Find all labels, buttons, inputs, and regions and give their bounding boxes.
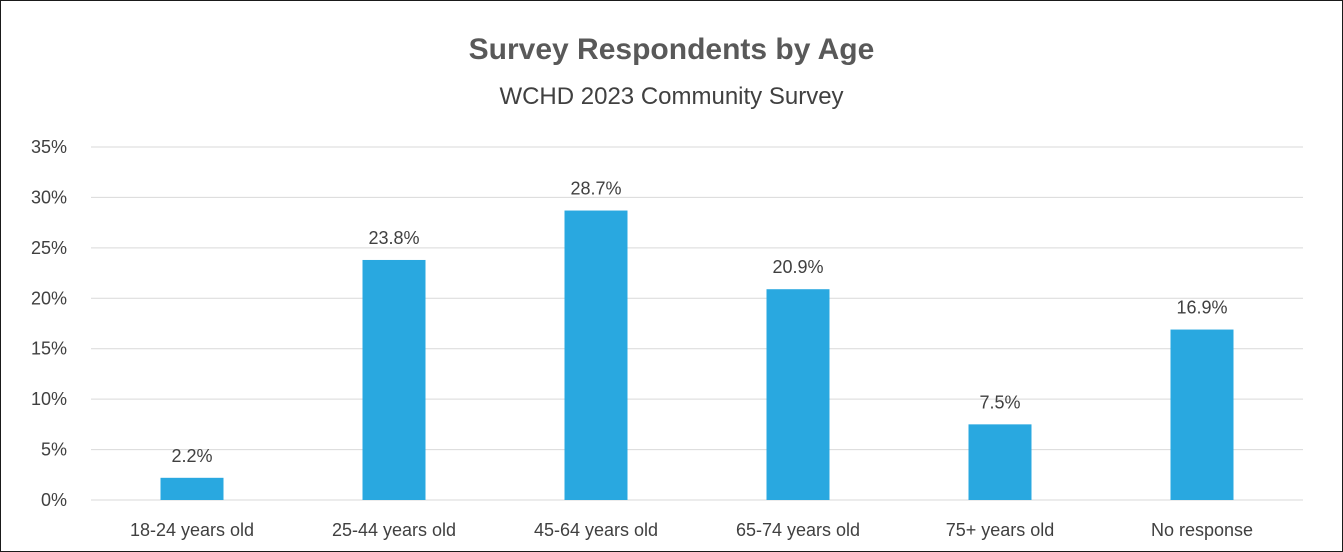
data-label: 28.7% (570, 179, 621, 199)
y-tick-label: 30% (31, 187, 67, 207)
data-label: 7.5% (979, 392, 1020, 412)
bar (564, 210, 628, 501)
data-label: 16.9% (1176, 298, 1227, 318)
data-label: 20.9% (772, 257, 823, 277)
bar (766, 289, 830, 500)
data-label: 23.8% (368, 228, 419, 248)
bar (968, 424, 1032, 500)
chart-title: Survey Respondents by Age (468, 33, 875, 66)
y-tick-label: 15% (31, 339, 67, 359)
y-tick-label: 10% (31, 389, 67, 409)
x-tick-label: No response (1151, 520, 1253, 540)
bar (1170, 329, 1234, 500)
bar (160, 477, 224, 500)
x-tick-label: 65-74 years old (736, 520, 860, 540)
y-tick-label: 20% (31, 288, 67, 308)
x-tick-label: 18-24 years old (130, 520, 254, 540)
bar (362, 259, 426, 500)
y-tick-label: 25% (31, 238, 67, 258)
y-tick-label: 0% (41, 490, 67, 510)
data-label: 2.2% (171, 446, 212, 466)
x-tick-label: 25-44 years old (332, 520, 456, 540)
y-tick-label: 5% (41, 440, 67, 460)
x-tick-label: 45-64 years old (534, 520, 658, 540)
x-tick-label: 75+ years old (946, 520, 1055, 540)
y-tick-label: 35% (31, 137, 67, 157)
chart-subtitle: WCHD 2023 Community Survey (499, 83, 844, 110)
